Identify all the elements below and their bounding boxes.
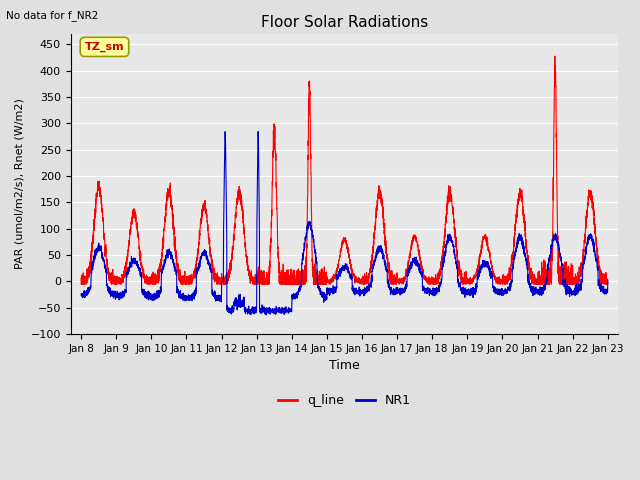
Legend: q_line, NR1: q_line, NR1: [273, 389, 416, 412]
Text: TZ_sm: TZ_sm: [84, 42, 124, 52]
Y-axis label: PAR (umol/m2/s), Rnet (W/m2): PAR (umol/m2/s), Rnet (W/m2): [15, 98, 25, 269]
Text: No data for f_NR2: No data for f_NR2: [6, 10, 99, 21]
X-axis label: Time: Time: [329, 360, 360, 372]
Title: Floor Solar Radiations: Floor Solar Radiations: [261, 15, 428, 30]
